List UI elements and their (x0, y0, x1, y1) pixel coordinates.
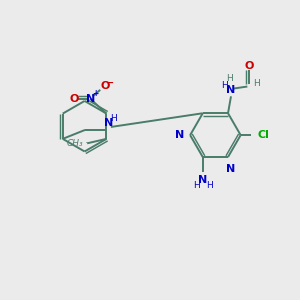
Text: N: N (104, 118, 113, 128)
Text: O: O (100, 81, 110, 91)
Text: −: − (106, 78, 114, 88)
Text: O: O (69, 94, 79, 104)
Text: N: N (226, 85, 236, 95)
Text: Cl: Cl (258, 130, 269, 140)
Text: N: N (85, 94, 95, 104)
Text: H: H (253, 79, 260, 88)
Text: methyl: methyl (86, 142, 91, 143)
Text: H: H (221, 81, 228, 90)
Text: H: H (193, 181, 200, 190)
Text: N: N (198, 176, 207, 185)
Text: O: O (244, 61, 254, 71)
Text: N: N (175, 130, 184, 140)
Text: +: + (92, 89, 99, 98)
Text: CH₃: CH₃ (67, 139, 84, 148)
Text: H: H (206, 181, 213, 190)
Text: N: N (226, 164, 236, 174)
Text: H: H (226, 74, 233, 83)
Text: H: H (110, 114, 117, 123)
